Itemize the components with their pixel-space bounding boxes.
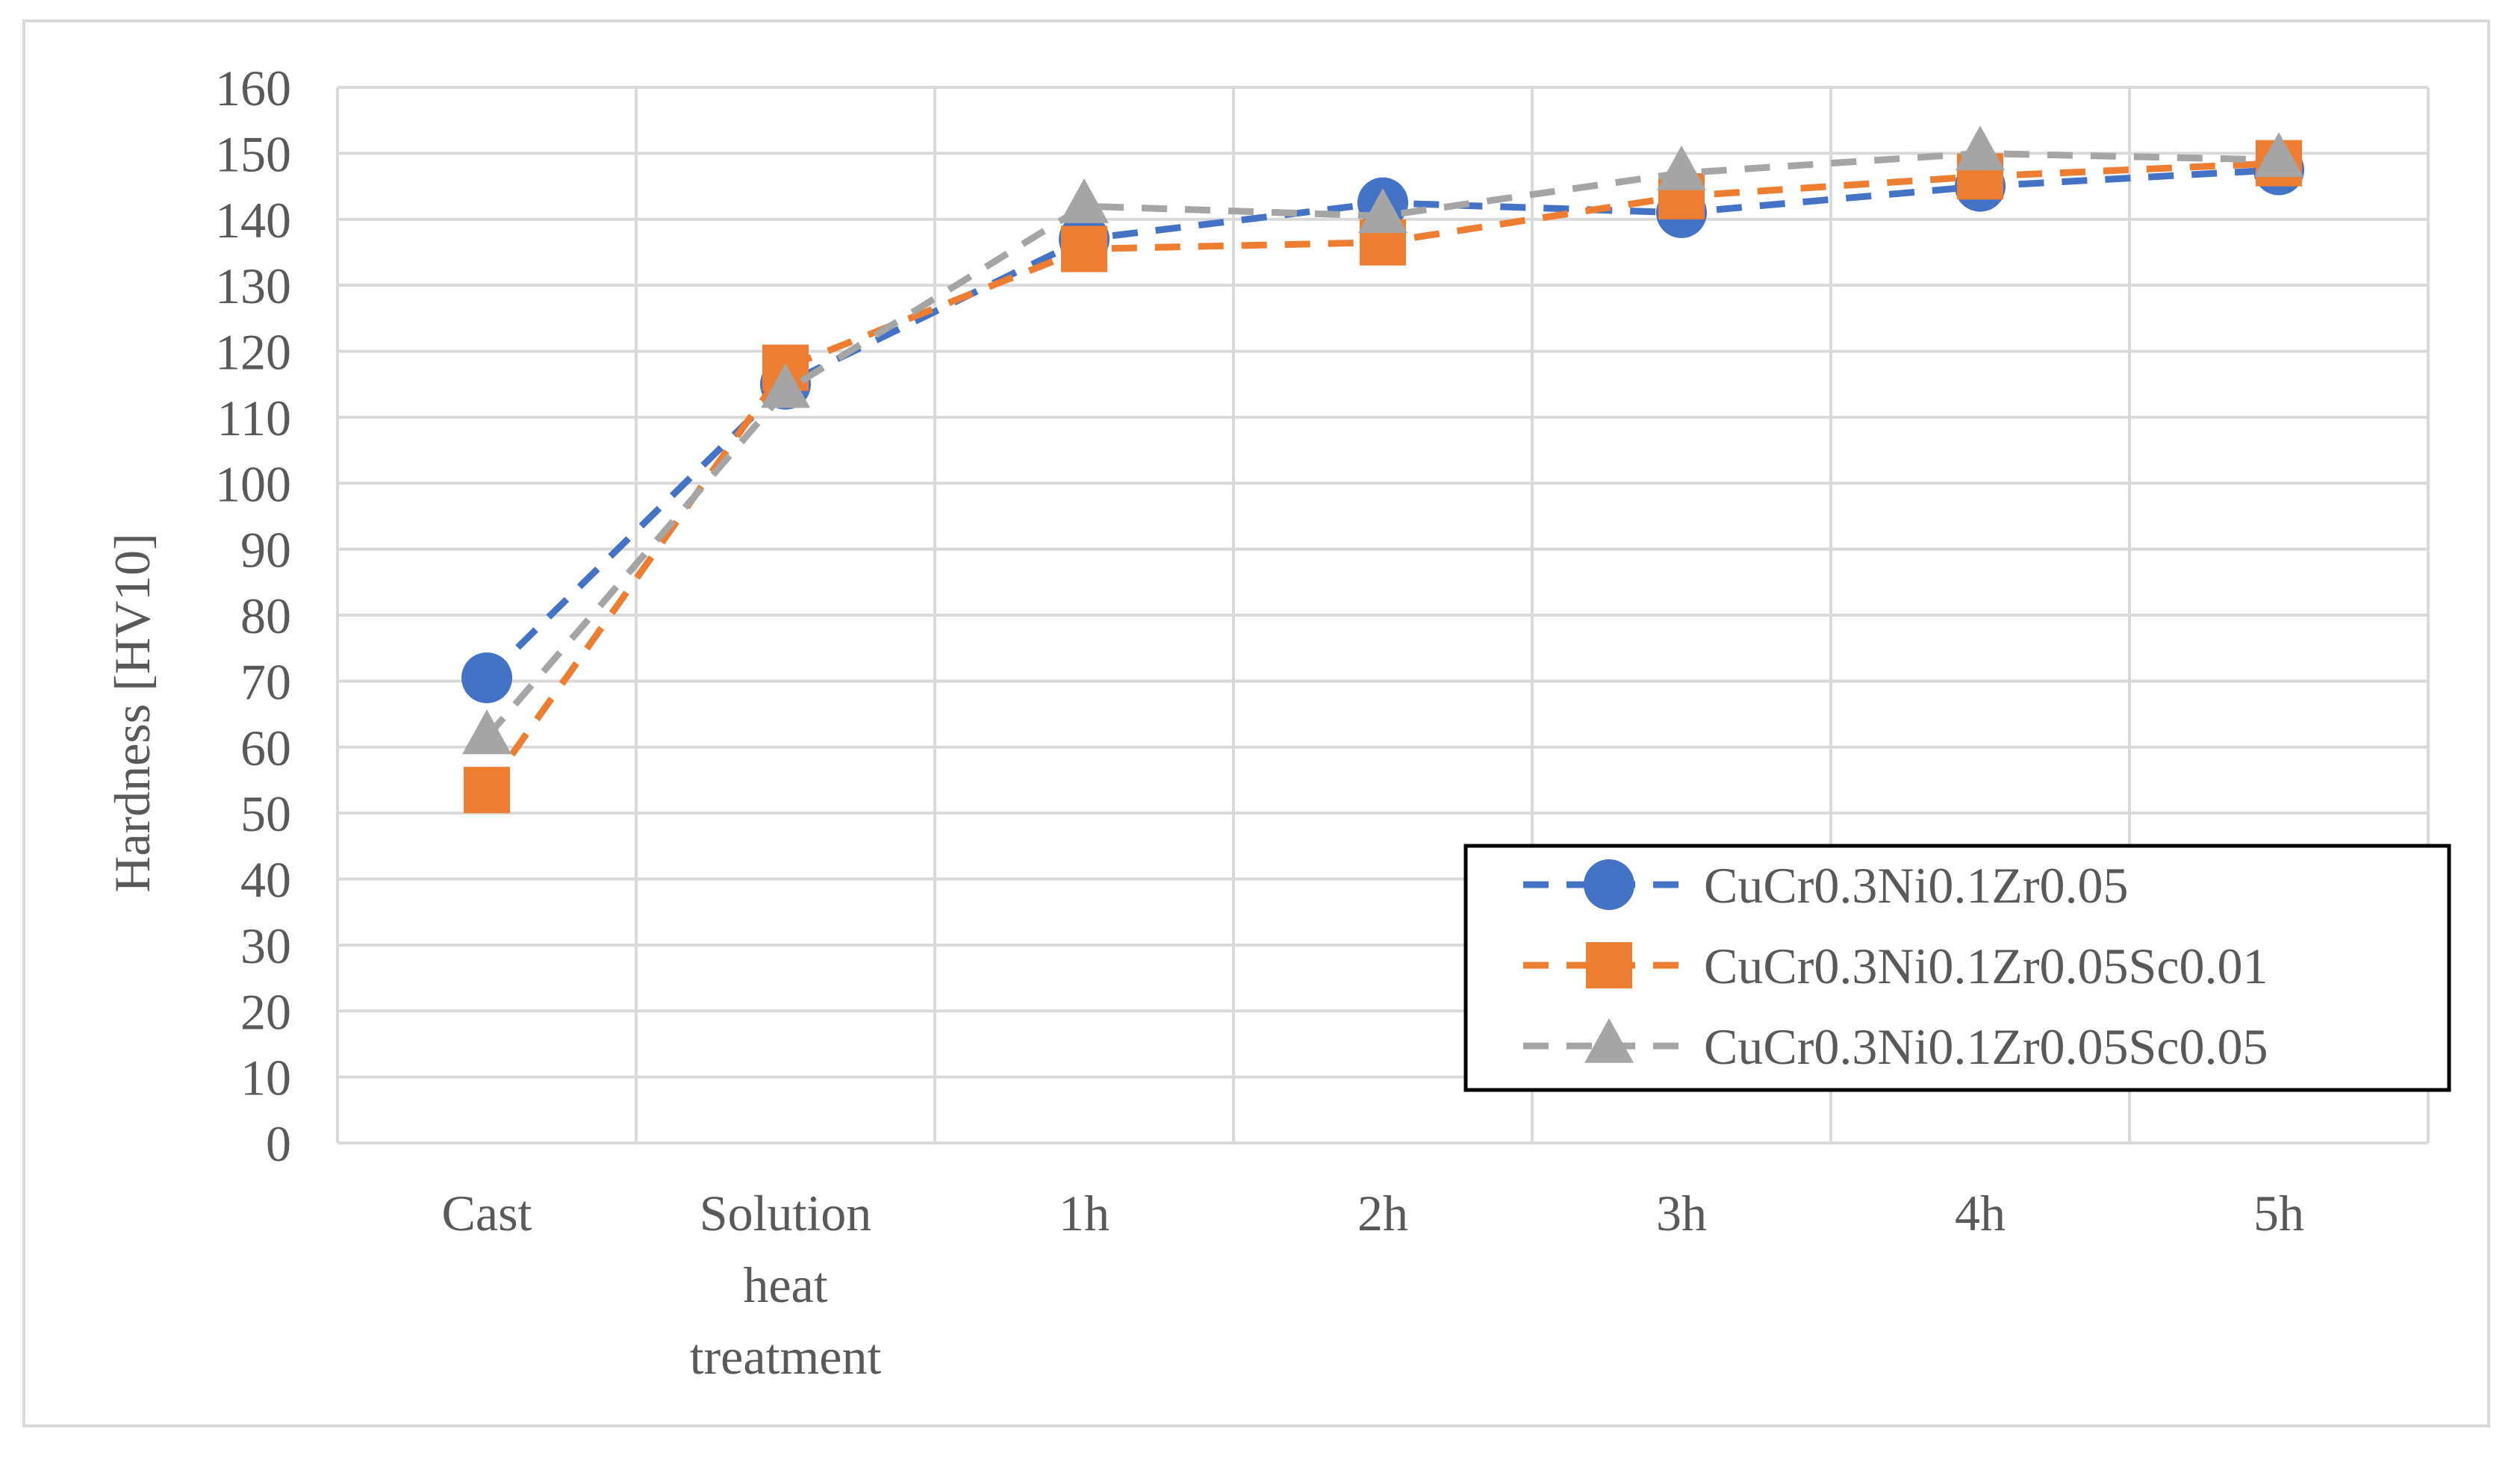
- data-point-triangle: [2254, 132, 2303, 178]
- y-tick-label: 30: [240, 918, 291, 974]
- x-tick-label-line: 3h: [1656, 1185, 1707, 1242]
- legend-label: CuCr0.3Ni0.1Zr0.05Sc0.01: [1704, 938, 2268, 994]
- series: [461, 125, 2304, 814]
- series-2: [464, 140, 2302, 814]
- data-point-triangle: [1060, 178, 1109, 223]
- y-tick-label: 120: [215, 324, 291, 381]
- x-tick-label-line: heat: [743, 1256, 827, 1313]
- y-tick-label: 150: [215, 125, 291, 182]
- y-tick-label: 10: [240, 1050, 291, 1106]
- y-tick-label: 80: [240, 588, 291, 644]
- y-tick-label: 70: [240, 653, 291, 710]
- data-point-circle: [461, 652, 512, 703]
- data-point-square: [464, 767, 510, 814]
- legend-marker-circle: [1584, 859, 1634, 910]
- legend-marker-triangle: [1584, 1018, 1634, 1063]
- x-tick-label-line: Cast: [442, 1185, 532, 1242]
- x-tick-label-line: 5h: [2253, 1185, 2304, 1242]
- x-tick-label-line: treatment: [690, 1328, 882, 1385]
- x-tick-label: 1h: [1059, 1185, 1110, 1242]
- x-tick-label-line: Solution: [700, 1185, 872, 1242]
- data-point-triangle: [761, 363, 810, 408]
- y-tick-label: 140: [215, 192, 291, 249]
- x-tick-label: Solution heat treatment: [690, 1185, 882, 1385]
- y-tick-label: 130: [215, 258, 291, 314]
- y-tick-label: 110: [217, 390, 291, 446]
- legend: CuCr0.3Ni0.1Zr0.05 CuCr0.3Ni0.1Zr0.05Sc0.…: [1463, 844, 2451, 1092]
- x-tick-labels: Cast Solution heat treatment 1h 2h 3h 4h 5h: [442, 1185, 2304, 1385]
- x-tick-label: 4h: [1955, 1185, 2006, 1242]
- y-tick-label: 0: [266, 1115, 291, 1172]
- x-tick-label-line: 4h: [1955, 1185, 2006, 1242]
- y-tick-label: 60: [240, 720, 291, 776]
- y-tick-label: 40: [240, 852, 291, 909]
- y-axis-title: Hardness [HV10]: [104, 533, 161, 893]
- y-tick-label: 160: [215, 60, 291, 116]
- x-tick-label-line: 2h: [1357, 1185, 1408, 1242]
- y-tick-labels: 0 10 20 30 40 50 60 70 80 90 100 110 120 130 140 150 160: [215, 60, 291, 1172]
- legend-item: CuCr0.3Ni0.1Zr0.05Sc0.01: [1523, 938, 2268, 994]
- legend-item: CuCr0.3Ni0.1Zr0.05: [1523, 857, 2129, 914]
- data-point-square: [1061, 225, 1107, 272]
- series-3: [462, 125, 2303, 755]
- data-point-triangle: [462, 709, 511, 755]
- legend-label: CuCr0.3Ni0.1Zr0.05: [1704, 857, 2129, 914]
- x-tick-label-line: 1h: [1059, 1185, 1110, 1242]
- x-tick-label: 2h: [1357, 1185, 1408, 1242]
- y-tick-label: 20: [240, 983, 291, 1040]
- y-tick-label: 50: [240, 785, 291, 842]
- x-tick-label: 3h: [1656, 1185, 1707, 1242]
- y-tick-label: 90: [240, 522, 291, 579]
- y-tick-label: 100: [215, 455, 291, 512]
- data-point-triangle: [1358, 188, 1407, 234]
- legend-marker-square: [1586, 942, 1632, 988]
- x-tick-label: 5h: [2253, 1185, 2304, 1242]
- legend-label: CuCr0.3Ni0.1Zr0.05Sc0.05: [1704, 1018, 2268, 1075]
- legend-item: CuCr0.3Ni0.1Zr0.05Sc0.05: [1523, 1018, 2268, 1075]
- x-tick-label: Cast: [442, 1185, 532, 1242]
- chart-frame: [22, 19, 2490, 1427]
- data-point-triangle: [1956, 125, 2005, 171]
- data-point-triangle: [1657, 145, 1706, 190]
